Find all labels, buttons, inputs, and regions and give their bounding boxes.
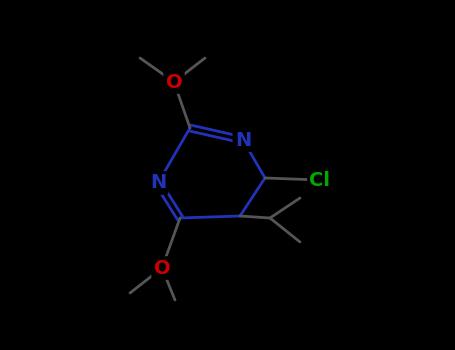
Text: Cl: Cl <box>309 170 330 189</box>
Text: N: N <box>235 131 251 149</box>
Text: O: O <box>154 259 170 278</box>
Text: O: O <box>166 72 182 91</box>
Text: N: N <box>150 174 166 192</box>
